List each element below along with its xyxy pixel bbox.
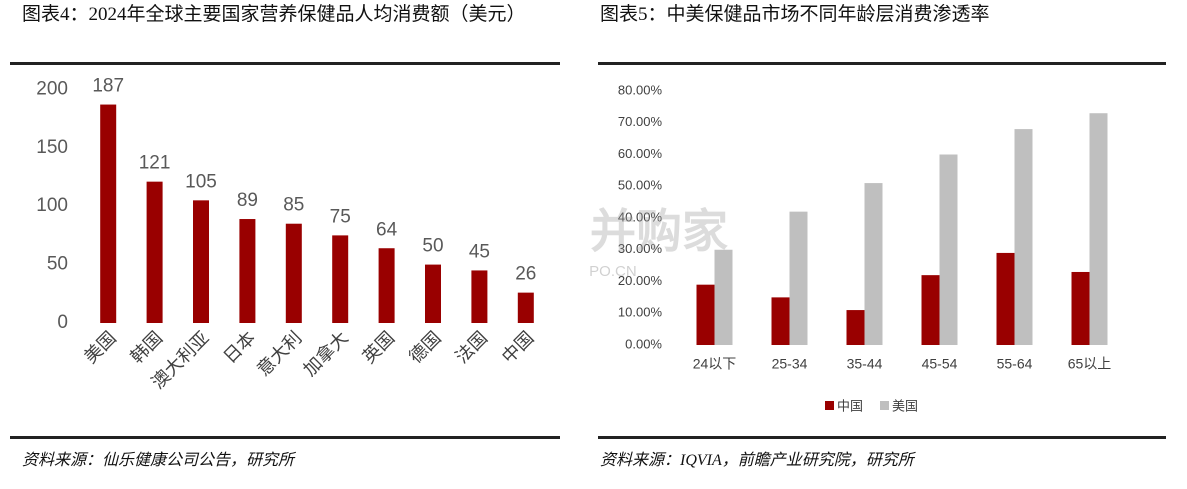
top-rule [598,62,1166,65]
bar [517,292,534,323]
bar [714,249,733,345]
bar [771,297,790,345]
chart: 0.00% 10.00% 20.00% 30.00% 40.00% 50.00% 60.00… [590,82,1112,413]
bar [696,284,715,345]
watermark: 行业报告 IPOIPO.CN [590,263,637,280]
legend-swatch [880,401,889,410]
bar [285,223,302,323]
y-tick-label: 80.00% [618,82,663,97]
x-tick-label: 25-34 [772,356,808,372]
legend-label: 美国 [892,398,918,413]
y-tick-label: 40.00% [618,209,663,224]
x-tick-label: 日本 [220,328,260,368]
legend-label: 中国 [837,398,863,413]
data-label: 187 [92,76,124,97]
data-label: 85 [283,195,304,216]
watermark: 并购家 [590,205,728,257]
bar [1014,129,1033,345]
bar [378,248,395,323]
y-tick-label: 200 [36,78,68,99]
chart-title: 图表5：中美保健品市场不同年龄层消费渗透率 [600,4,990,25]
bar [996,252,1015,345]
bar [1071,271,1090,345]
source-note: 资料来源：仙乐健康公司公告，研究所 [22,452,295,469]
bar [1089,113,1108,345]
bar [471,270,488,323]
x-tick-label: 韩国 [127,328,167,368]
x-tick-label: 法国 [452,328,492,368]
data-label: 45 [469,241,490,262]
y-tick-label: 50.00% [618,178,663,193]
y-tick-label: 100 [36,195,68,216]
x-tick-label: 加拿大 [299,327,352,380]
x-tick-label: 24以下 [693,356,737,372]
x-tick-label: 45-54 [922,356,958,372]
data-label: 105 [185,171,217,192]
bar [239,219,256,323]
bar [193,200,209,323]
y-tick-label: 0.00% [625,336,662,351]
bar [921,275,940,345]
bar [332,235,349,323]
y-tick-label: 150 [36,137,68,158]
y-tick-label: 0 [57,312,68,333]
legend-swatch [825,401,834,410]
y-tick-label: 50 [47,254,68,275]
data-label: 75 [330,206,351,227]
chart-title: 图表4：2024年全球主要国家营养保健品人均消费额（美元） [22,4,526,25]
bar [146,181,163,323]
x-tick-label: 美国 [80,328,120,368]
y-tick-label: 30.00% [618,241,663,256]
data-label: 89 [237,190,258,211]
x-tick-label: 65以上 [1068,356,1112,372]
bottom-rule [10,436,560,439]
x-tick-label: 35-44 [847,356,883,372]
bar [939,154,958,345]
x-tick-label: 55-64 [997,356,1033,372]
x-tick-label: 意大利 [253,328,305,380]
y-tick-label: 70.00% [618,114,663,129]
bar [864,183,883,345]
data-label: 26 [515,264,536,285]
bar [425,264,441,323]
bar [100,104,117,323]
data-label: 50 [422,236,443,257]
data-label: 121 [139,153,171,174]
y-tick-label: 60.00% [618,146,663,161]
x-tick-label: 中国 [498,328,538,368]
bar [789,211,808,345]
x-tick-label: 德国 [405,328,445,368]
y-tick-label: 20.00% [618,273,663,288]
bottom-rule [598,436,1166,439]
chart: 050100150200美国187韩国121澳大利亚105日本89意大利85加拿… [36,76,538,393]
x-tick-label: 英国 [359,328,399,368]
bar [846,310,865,345]
y-tick-label: 10.00% [618,305,663,320]
data-label: 64 [376,219,398,240]
top-rule [10,62,560,65]
source-note: 资料来源：IQVIA，前瞻产业研究院，研究所 [600,452,914,469]
